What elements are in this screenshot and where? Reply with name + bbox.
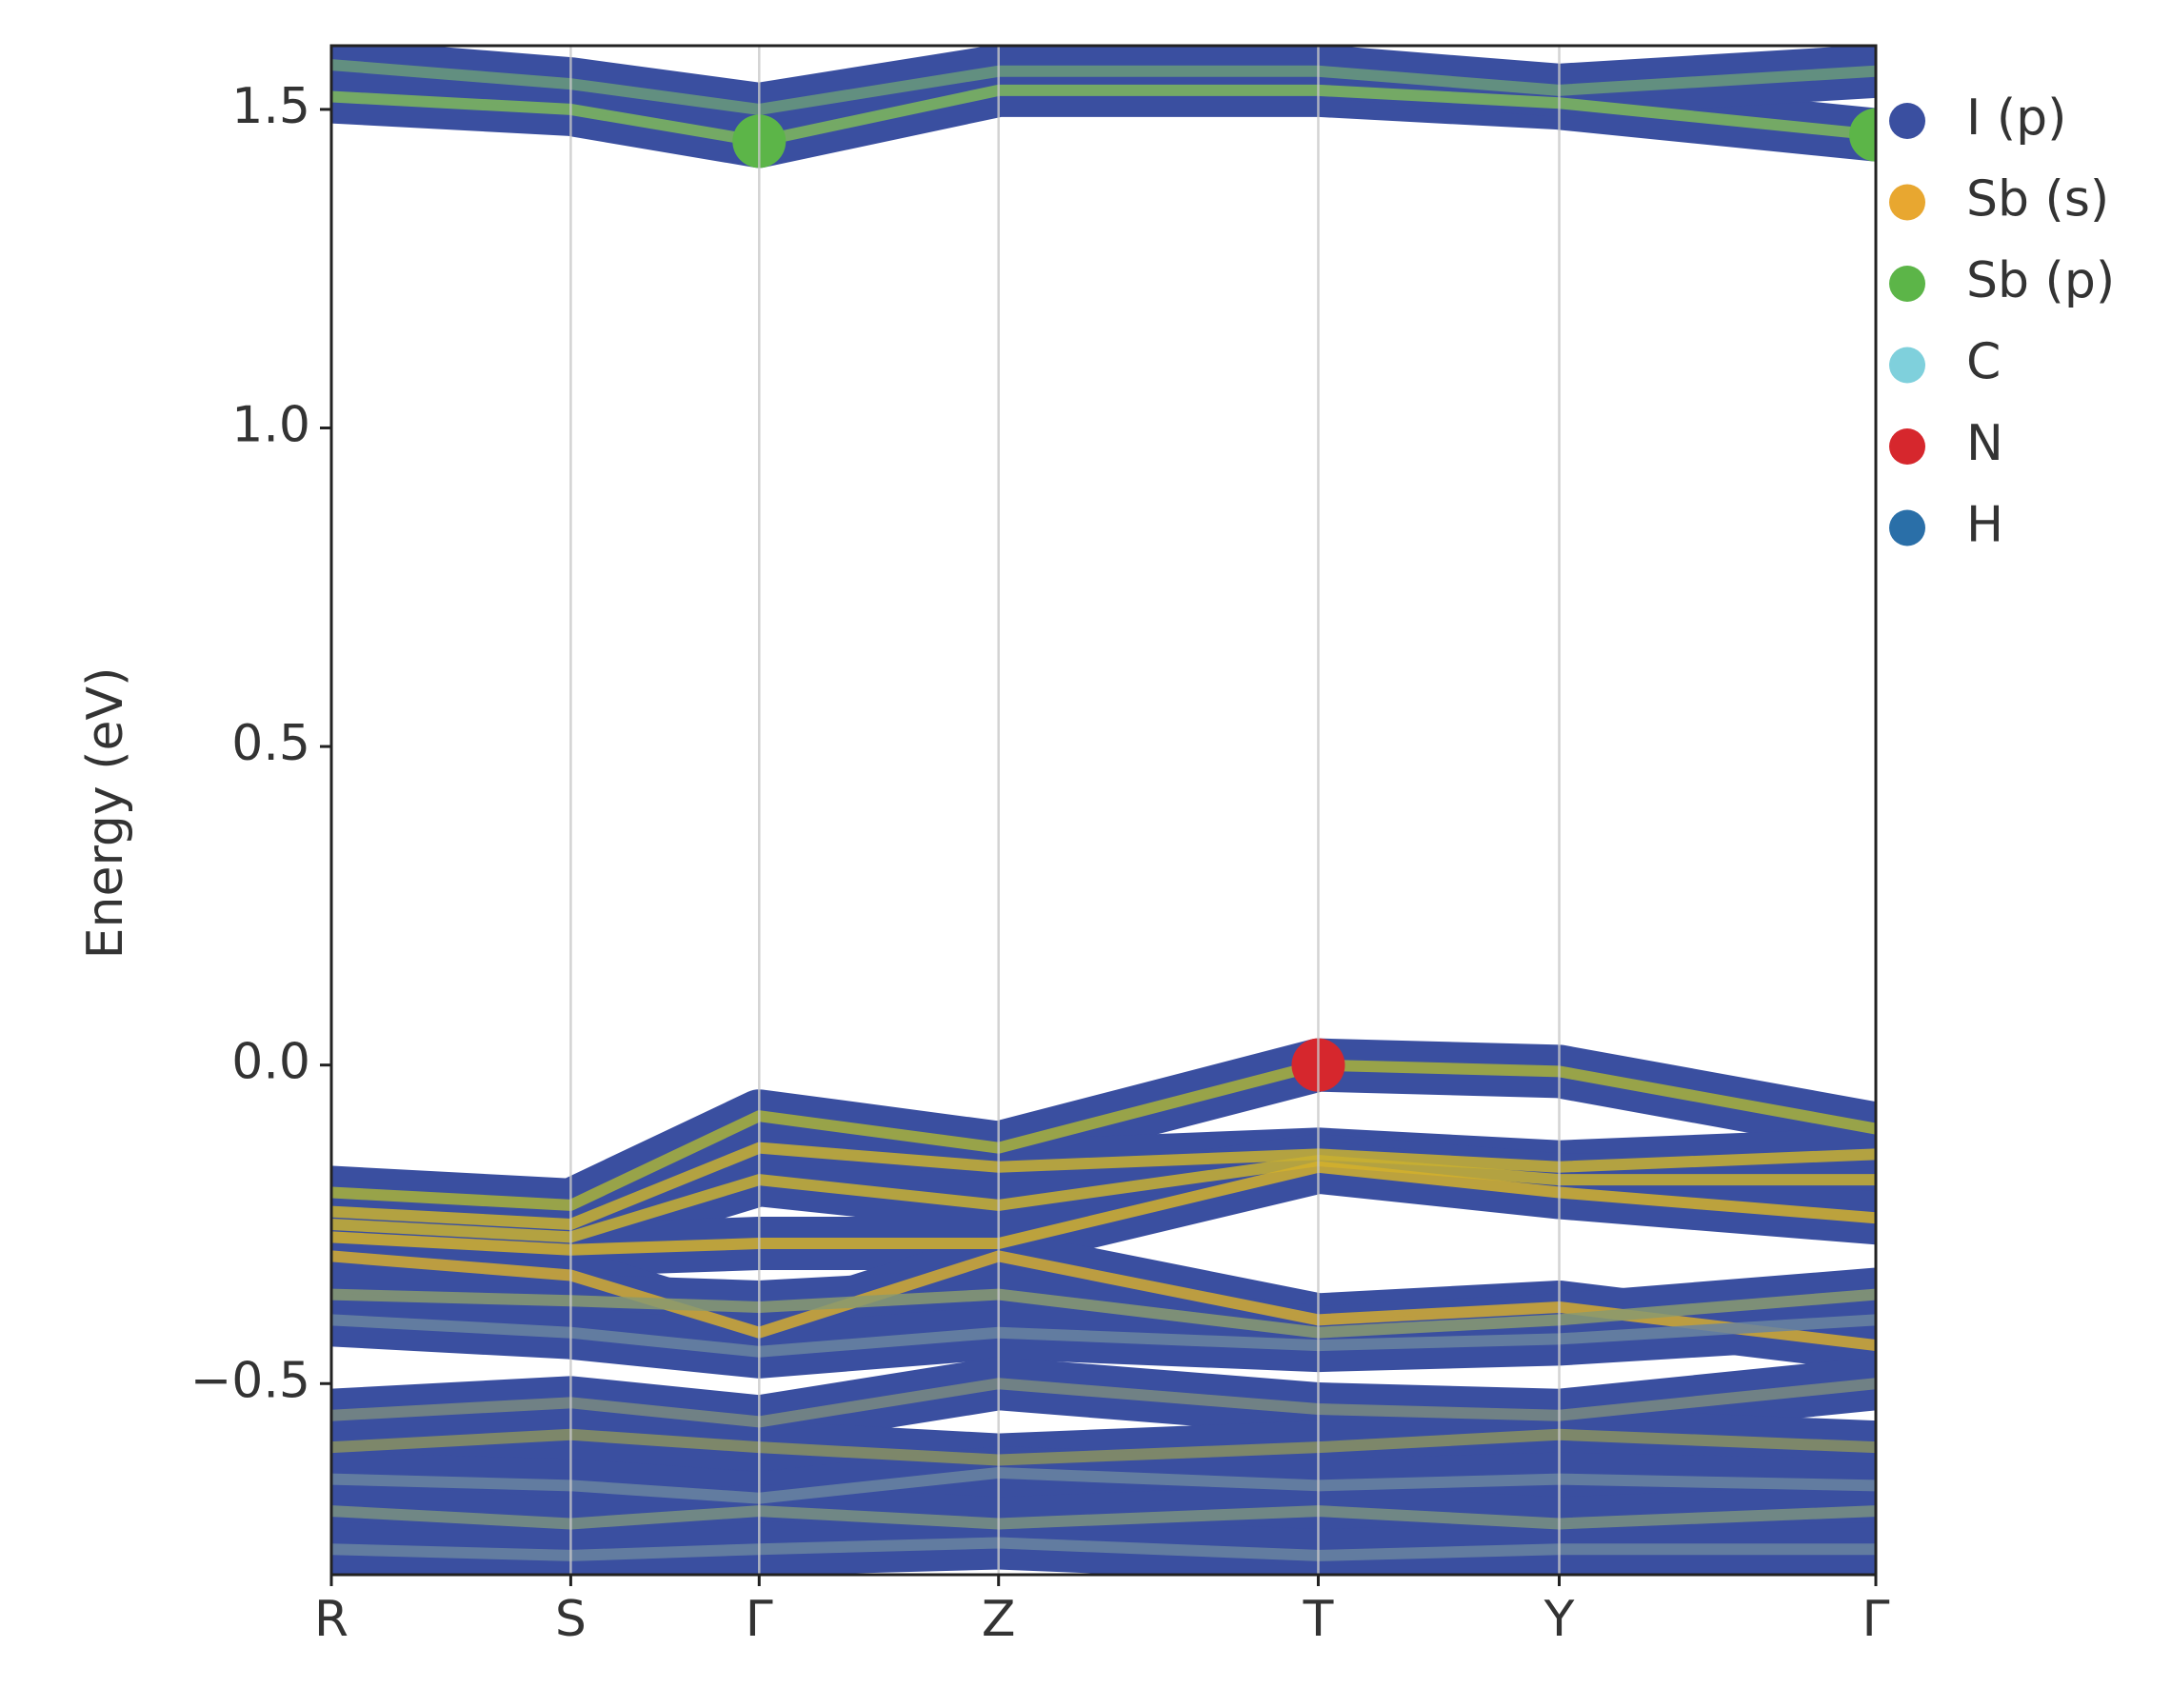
x-tick-label: R [314, 1591, 349, 1648]
x-tick-label: Γ [746, 1591, 773, 1648]
x-tick-label: S [555, 1591, 587, 1648]
legend-label: N [1966, 415, 2003, 472]
legend-marker [1889, 103, 1925, 139]
legend-label: C [1966, 334, 2001, 391]
legend-marker [1889, 347, 1925, 384]
y-tick-label: 0.0 [231, 1034, 310, 1091]
bands [331, 46, 1876, 1575]
legend-marker [1889, 428, 1925, 465]
x-tick-label: Y [1544, 1591, 1575, 1648]
legend-label: H [1966, 497, 2003, 554]
y-tick-label: 1.5 [231, 78, 310, 135]
legend-label: Sb (p) [1966, 252, 2115, 309]
y-tick-label: 0.5 [231, 715, 310, 772]
band-extremum [1849, 108, 1876, 162]
legend-label: I (p) [1966, 89, 2066, 147]
y-tick-label: 1.0 [231, 397, 310, 454]
legend-label: Sb (s) [1966, 171, 2109, 228]
x-tick-label: T [1303, 1591, 1334, 1648]
y-tick-label: −0.5 [190, 1352, 310, 1409]
x-tick-label: Γ [1862, 1591, 1890, 1648]
plot-frame [329, 44, 1878, 1577]
y-axis-label: Energy (eV) [77, 667, 134, 960]
legend-marker [1889, 509, 1925, 546]
x-tick-label: Z [982, 1591, 1016, 1648]
legend-marker [1889, 184, 1925, 221]
legend-marker [1889, 266, 1925, 302]
